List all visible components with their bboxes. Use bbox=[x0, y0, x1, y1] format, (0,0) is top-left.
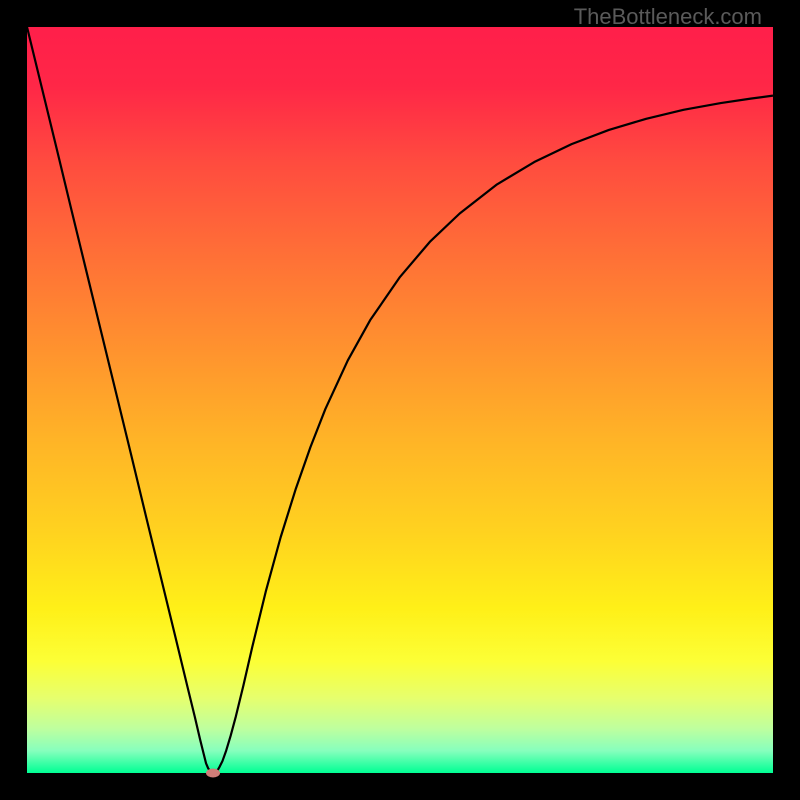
watermark-text: TheBottleneck.com bbox=[574, 4, 762, 30]
plot-area bbox=[27, 27, 773, 773]
chart-container: TheBottleneck.com bbox=[0, 0, 800, 800]
optimal-point-marker bbox=[206, 769, 220, 778]
bottleneck-curve bbox=[27, 27, 773, 773]
